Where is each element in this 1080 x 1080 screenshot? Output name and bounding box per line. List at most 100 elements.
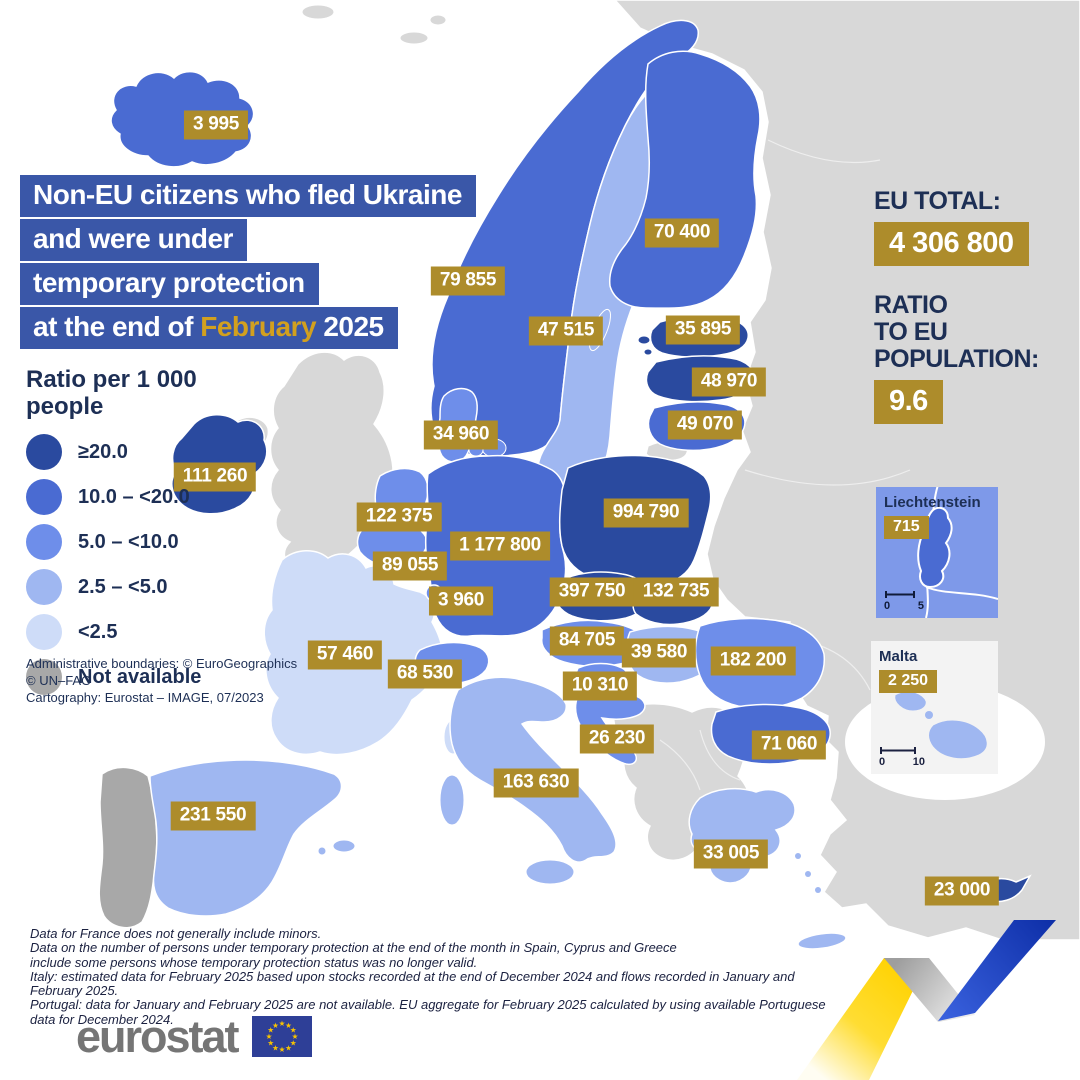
country-label-denmark: 34 960 [423,420,499,450]
interior-border [744,469,911,486]
legend-item-c2_5: 2.5 – <5.0 [26,569,201,606]
interior-border [699,729,741,781]
estonian-island [643,348,653,356]
inset-border-line [925,586,998,600]
ratio-value: 9.6 [874,380,943,424]
country-label-luxembourg: 3 960 [428,586,494,616]
eu-total-label: EU TOTAL: [874,187,1001,215]
malta-main-shape [928,719,988,760]
malta-inset-map [894,691,988,760]
country-label-lithuania: 49 070 [667,410,743,440]
legend-item-c5_10: 5.0 – <10.0 [26,524,201,561]
footnote-line: Italy: estimated data for February 2025 … [30,968,795,999]
credits-line3: Cartography: Eurostat – IMAGE, 07/2023 [26,689,264,705]
eu-flag-star: ★ [285,1021,292,1030]
legend-swatch [26,434,62,471]
country-label-poland: 994 790 [603,498,689,528]
malta-value: 2 250 [879,670,938,693]
comino-shape [925,711,933,719]
country-label-iceland: 3 995 [183,110,249,140]
scale-bar-icon [880,747,916,754]
country-label-germany: 1 177 800 [450,531,550,561]
legend-label: 10.0 – <20.0 [78,485,190,508]
legend-title-line1: Ratio per 1 000 [26,366,197,393]
eurostat-logo: eurostat ★ ★ ★ ★ ★ ★ ★ ★ ★ ★ ★ ★ [76,1014,312,1059]
country-label-sweden: 47 515 [528,316,604,346]
title-month-highlight: February [200,311,317,342]
country-label-hungary: 39 580 [621,638,697,668]
legend-swatch [26,659,62,696]
eu-flag-star: ★ [291,1032,298,1041]
legend-label: Not available [78,665,202,688]
footnote-line: Portugal: data for January and February … [30,997,826,1027]
eu-flag-star: ★ [289,1026,296,1035]
sicily-shape [525,859,575,885]
ribbon-blue-band [938,920,1056,1021]
legend-item-na: Not available [26,659,202,696]
portugal-shape [98,766,158,929]
title-line-4-pre: at the end of [33,311,201,342]
legend-items: ≥20.0 10.0 – <20.0 5.0 – <10.0 2.5 – <5.0 <2… [26,434,202,696]
arctic-island [301,4,335,20]
country-label-romania: 182 200 [710,646,796,676]
country-label-norway: 79 855 [430,266,506,296]
legend-title: Ratio per 1 000 people [26,366,201,420]
scale-start: 0 [884,600,891,612]
crete-shape [797,932,847,950]
country-label-cyprus: 23 000 [924,876,1000,906]
country-label-switzerland: 68 530 [387,659,463,689]
legend-item-c10_20: 10.0 – <20.0 [26,479,201,516]
eurostat-logo-text: eurostat [76,1011,240,1062]
country-label-belgium: 89 055 [372,551,448,581]
majorca-shape [332,839,356,853]
footnotes: Data for France does not generally inclu… [30,926,830,1027]
map-credits: Administrative boundaries: © EuroGeograp… [26,656,297,707]
country-label-spain: 231 550 [170,801,256,831]
country-label-france: 57 460 [307,640,383,670]
title-line-4: at the end of February 2025 [20,307,398,349]
country-label-finland: 70 400 [644,218,720,248]
liechtenstein-value: 715 [884,516,929,539]
ribbon-yellow-band [797,958,929,1080]
legend-label: 5.0 – <10.0 [78,530,179,553]
footnote-line: include some persons whose temporary pro… [30,954,478,970]
country-label-estonia: 35 895 [665,315,741,345]
scale-end: 10 [912,756,925,768]
liechtenstein-inset-title: Liechtenstein [884,494,981,511]
eu-flag-star: ★ [272,1043,279,1052]
country-label-slovakia: 132 735 [633,577,719,607]
eu-stats-panel: EU TOTAL: 4 306 800 RATIO TO EU POPULATI… [874,188,1039,424]
country-label-czechia: 397 750 [549,577,635,607]
ratio-label-line3: POPULATION: [874,345,1039,373]
legend-swatch [26,524,62,561]
malta-inset-title: Malta [879,648,918,665]
map-legend: Ratio per 1 000 people ≥20.0 10.0 – <20.0… [26,366,201,704]
country-label-latvia: 48 970 [691,367,767,397]
country-label-bulgaria: 71 060 [751,730,827,760]
ratio-label: RATIO TO EU POPULATION: [874,292,1039,373]
country-label-slovenia: 10 310 [562,671,638,701]
ratio-label-line1: RATIO [874,291,948,319]
eu-flag-star: ★ [265,1032,272,1041]
legend-label: ≥20.0 [78,440,128,463]
eu-flag-icon: ★ ★★★★★★★★★★★ [251,1016,312,1057]
interior-border [659,739,701,791]
eu-flag-star: ★ [267,1026,274,1035]
arctic-island [429,14,447,26]
eu-flag-star: ★ [285,1043,292,1052]
eu-flag-star: ★ [278,1019,285,1028]
credits-line1: Administrative boundaries: © EuroGeograp… [26,656,298,671]
scale-end: 5 [917,600,924,612]
legend-label: 2.5 – <5.0 [78,575,168,598]
gozo-shape [894,691,927,712]
legend-label: <2.5 [78,620,118,643]
aegean-island [815,887,821,893]
credits-line2: © UN–FAO [26,672,92,688]
eu-total-value: 4 306 800 [874,222,1029,266]
malta-inset: Malta 2 250 0 10 [871,641,998,774]
legend-title-line2: people [26,393,104,421]
title-line-4-post: 2025 [316,311,384,342]
